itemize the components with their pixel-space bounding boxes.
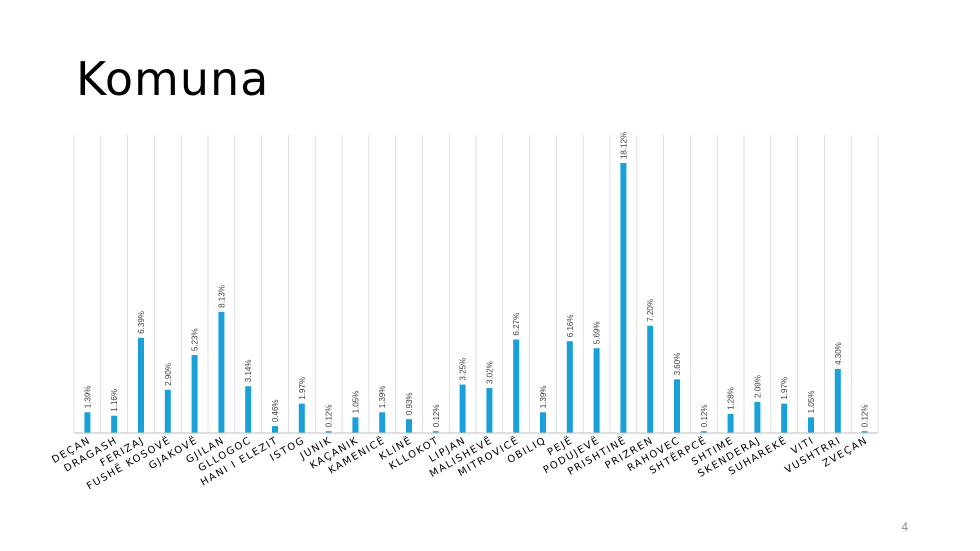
data-label: 18.12% (619, 132, 628, 159)
data-label: 1.05% (807, 391, 816, 414)
data-label: 4.30% (834, 342, 843, 365)
bar (700, 431, 707, 433)
data-label: 6.16% (566, 315, 575, 338)
data-label: 5.69% (593, 322, 602, 345)
data-label: 6.39% (137, 311, 146, 334)
bar (406, 419, 412, 433)
data-label: 0.12% (325, 405, 334, 428)
bars (84, 163, 868, 433)
data-label: 0.12% (861, 405, 870, 428)
data-label: 1.39% (378, 386, 387, 409)
bar (272, 426, 278, 433)
data-label: 1.97% (780, 377, 789, 400)
bar (459, 384, 466, 433)
data-label: 7.20% (646, 299, 655, 322)
gridlines (73, 135, 879, 433)
bar (513, 339, 520, 433)
data-label: 0.12% (700, 405, 709, 428)
data-label: 1.39% (539, 386, 548, 409)
data-label: 6.27% (512, 313, 521, 336)
data-label: 1.39% (83, 386, 92, 409)
bar (379, 412, 386, 433)
bar (111, 415, 118, 433)
bar (432, 431, 439, 433)
data-label: 5.23% (191, 328, 200, 351)
bar (325, 431, 332, 433)
data-label: 1.05% (351, 391, 360, 414)
data-label: 1.97% (298, 377, 307, 400)
bar (620, 163, 627, 433)
bar (298, 403, 305, 433)
data-label: 2.90% (164, 363, 173, 386)
data-label: 0.93% (405, 392, 414, 415)
bar (138, 337, 144, 433)
bar (245, 386, 252, 433)
page-number: 4 (901, 520, 908, 534)
data-label: 0.46% (271, 399, 280, 422)
bar (861, 431, 868, 433)
bar (566, 341, 573, 433)
bar (593, 348, 600, 433)
bar (218, 311, 225, 433)
bar (352, 417, 359, 433)
bar (486, 388, 493, 433)
bar (834, 368, 841, 433)
bar (674, 379, 680, 433)
data-label: 1.16% (110, 389, 119, 412)
data-label: 3.60% (673, 353, 682, 376)
data-label: 3.14% (244, 360, 253, 383)
bar (754, 401, 761, 433)
data-label: 8.13% (217, 285, 226, 308)
bar (781, 403, 788, 433)
data-label: 3.02% (485, 361, 494, 384)
data-label: 1.28% (727, 387, 736, 410)
bar (164, 389, 171, 433)
bar (191, 355, 198, 433)
bar (84, 412, 91, 433)
slide-title: Komuna (76, 52, 270, 106)
bar (647, 325, 654, 433)
data-label: 2.09% (753, 375, 762, 398)
data-labels: 1.39% 1.16% 6.39% 2.90% 5.23% 8.13% 3.14% 0.46%… (83, 132, 869, 427)
bar (808, 417, 814, 433)
bar (727, 413, 734, 433)
data-label: 3.25% (459, 358, 468, 381)
bar (540, 412, 546, 433)
data-label: 0.12% (432, 405, 441, 428)
